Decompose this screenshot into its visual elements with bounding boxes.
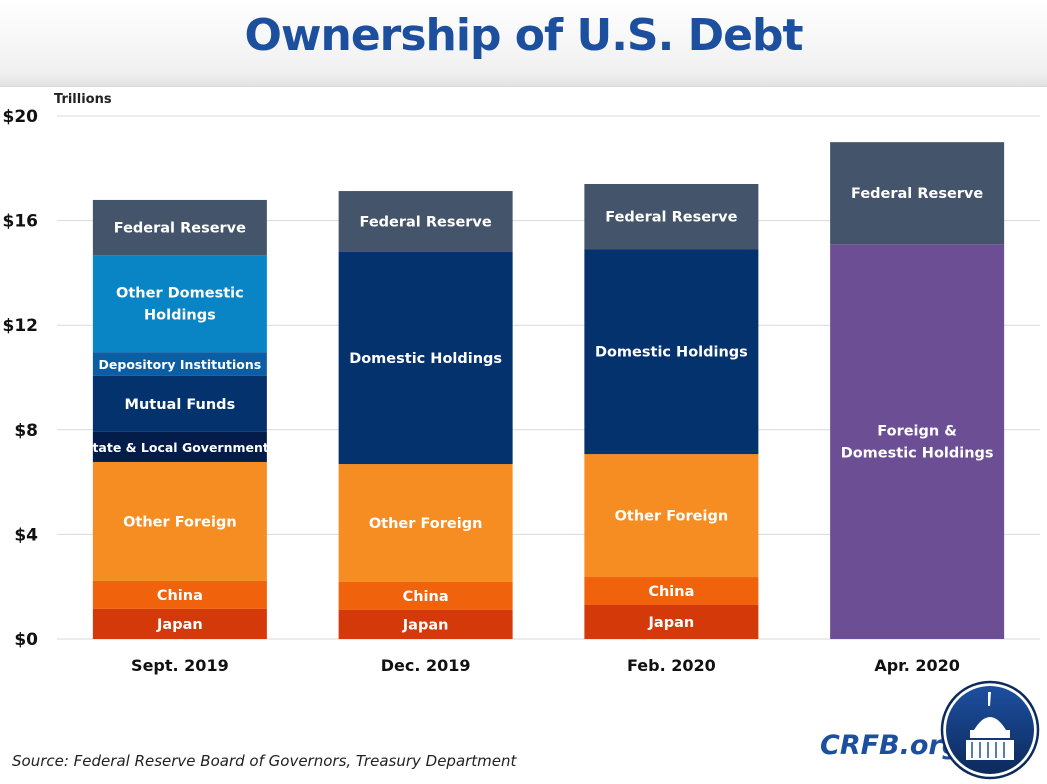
segment-label: China [157,588,203,604]
bar-segment [338,191,513,252]
segment-label: State & Local Governments [83,440,276,455]
title-band: Ownership of U.S. Debt [0,0,1047,87]
segment-label: Other Domestic [116,286,244,302]
bar-segment [92,431,267,462]
y-tick-label: $20 [3,107,39,127]
segment-label: Foreign & [877,424,957,440]
bar-segment [92,608,267,639]
segment-label: Federal Reserve [605,210,737,226]
y-tick-label: $0 [14,630,38,650]
segment-label-line2: Domestic Holdings [841,446,994,462]
bar-segment [584,577,759,606]
bar-segment [830,142,1005,245]
segment-label-line2: Holdings [144,308,216,324]
bar-segment [338,464,513,582]
bar-segment [830,244,1005,639]
bar-segment [92,199,267,256]
bar-segment [92,375,267,432]
segment-label: Other Foreign [615,509,729,525]
bar-segment [338,609,513,639]
y-axis-label: Trillions [54,92,112,107]
segment-label: Federal Reserve [114,221,246,237]
bar-segment [584,605,759,639]
bar-segment [584,183,759,250]
segment-label: Depository Institutions [99,357,262,372]
segment-label: China [403,589,449,605]
segment-label: Other Foreign [369,516,483,532]
x-tick-label: Dec. 2019 [381,656,471,675]
segment-label: Japan [648,615,695,631]
segment-label: Federal Reserve [360,215,492,231]
crfb-capitol-logo [940,680,1040,780]
brand-link[interactable]: CRFB.org [820,730,962,761]
y-tick-label: $12 [3,316,39,336]
segment-label: Japan [156,617,203,633]
segment-label: Federal Reserve [851,186,983,202]
segment-label: Domestic Holdings [595,345,748,361]
x-tick-label: Feb. 2020 [627,656,716,675]
bar-segment [92,352,267,376]
segment-label: Japan [402,617,449,633]
bar-segment [92,461,267,581]
segment-label: Domestic Holdings [349,351,502,367]
bar-segment [584,249,759,455]
segment-label: Mutual Funds [125,397,236,413]
x-tick-label: Apr. 2020 [874,656,960,675]
bar-segment [584,454,759,578]
bar-segment [338,251,513,465]
y-tick-label: $4 [14,525,38,545]
bar-segment [92,580,267,609]
bar-segment [92,255,267,353]
bar-segment [338,581,513,610]
segment-label: China [648,584,694,600]
x-tick-label: Sept. 2019 [131,656,229,675]
y-tick-label: $16 [3,212,39,232]
segment-label: Other Foreign [123,514,237,530]
source-note: Source: Federal Reserve Board of Governo… [12,752,517,770]
y-tick-label: $8 [14,421,38,441]
chart-title: Ownership of U.S. Debt [244,10,803,61]
